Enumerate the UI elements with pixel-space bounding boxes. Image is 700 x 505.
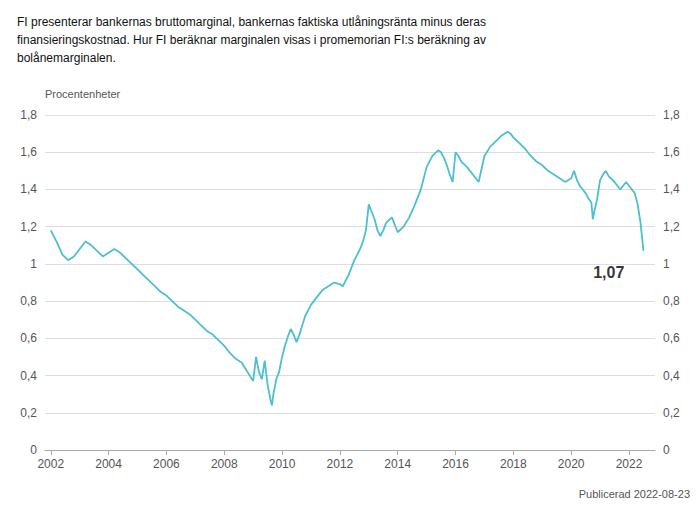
svg-text:2018: 2018 — [500, 457, 527, 471]
svg-text:FI presenterar bankernas brutt: FI presenterar bankernas bruttomarginal,… — [17, 15, 486, 29]
svg-text:Publicerad 2022-08-23: Publicerad 2022-08-23 — [579, 488, 690, 500]
svg-text:2004: 2004 — [95, 457, 122, 471]
svg-text:0,4: 0,4 — [663, 369, 680, 383]
svg-text:2014: 2014 — [384, 457, 411, 471]
svg-text:2008: 2008 — [211, 457, 238, 471]
svg-text:2022: 2022 — [616, 457, 643, 471]
svg-text:1,4: 1,4 — [663, 182, 680, 196]
svg-text:0,2: 0,2 — [20, 406, 37, 420]
svg-text:1,8: 1,8 — [663, 108, 680, 122]
svg-text:1,07: 1,07 — [593, 264, 624, 281]
svg-text:1: 1 — [663, 257, 670, 271]
svg-text:2010: 2010 — [269, 457, 296, 471]
svg-text:1,8: 1,8 — [20, 108, 37, 122]
svg-text:2020: 2020 — [558, 457, 585, 471]
svg-text:Procentenheter: Procentenheter — [45, 88, 121, 100]
svg-text:0,6: 0,6 — [20, 331, 37, 345]
svg-text:1,2: 1,2 — [20, 220, 37, 234]
svg-text:1,6: 1,6 — [20, 145, 37, 159]
svg-text:2006: 2006 — [153, 457, 180, 471]
svg-text:bolånemarginalen.: bolånemarginalen. — [17, 51, 116, 65]
svg-text:1,2: 1,2 — [663, 220, 680, 234]
svg-text:2012: 2012 — [327, 457, 354, 471]
svg-text:0: 0 — [30, 443, 37, 457]
svg-text:1,6: 1,6 — [663, 145, 680, 159]
svg-text:0: 0 — [663, 443, 670, 457]
svg-text:1: 1 — [30, 257, 37, 271]
svg-text:2016: 2016 — [442, 457, 469, 471]
svg-text:0,8: 0,8 — [20, 294, 37, 308]
svg-text:0,2: 0,2 — [663, 406, 680, 420]
svg-text:0,4: 0,4 — [20, 369, 37, 383]
svg-text:finansieringskostnad. Hur FI b: finansieringskostnad. Hur FI beräknar ma… — [17, 33, 486, 47]
svg-text:1,4: 1,4 — [20, 182, 37, 196]
svg-text:0,6: 0,6 — [663, 331, 680, 345]
svg-text:0,8: 0,8 — [663, 294, 680, 308]
svg-text:2002: 2002 — [37, 457, 64, 471]
